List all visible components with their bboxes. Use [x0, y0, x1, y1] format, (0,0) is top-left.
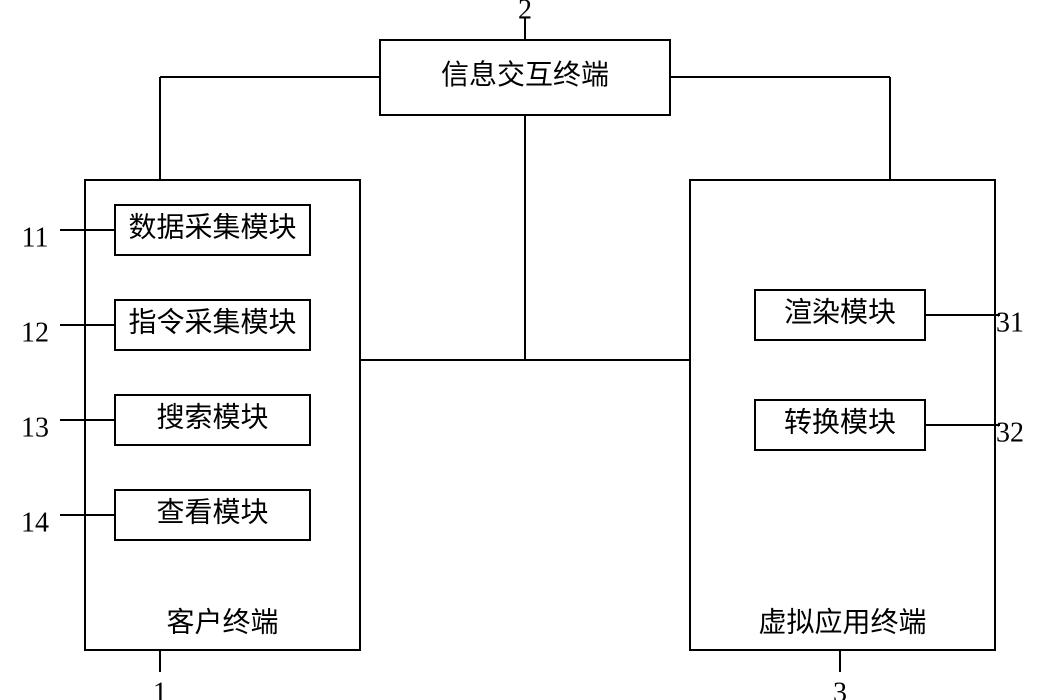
node-r31-label: 渲染模块 — [784, 296, 896, 328]
ref-l13: 13 — [21, 412, 49, 443]
ref-l14: 14 — [21, 507, 49, 538]
node-l11-label: 数据采集模块 — [128, 211, 296, 243]
node-l13-label: 搜索模块 — [156, 401, 268, 433]
ref-b3: 3 — [833, 677, 847, 700]
node-l14-label: 查看模块 — [156, 496, 268, 528]
node-r32-label: 转换模块 — [784, 406, 896, 438]
node-l12-label: 指令采集模块 — [128, 306, 296, 338]
edge-top-to-left-container — [360, 115, 525, 360]
ref-r32: 32 — [996, 417, 1024, 448]
ref-l12: 12 — [21, 317, 49, 348]
ref-t2: 2 — [518, 0, 532, 25]
node-top-label: 信息交互终端 — [441, 59, 609, 91]
diagram-canvas: 信息交互终端客户终端 虚拟应用终端 数据采集模块指令采集模块搜索模块查看模块 渲染模… — [0, 0, 1050, 700]
left-container-label: 客户终端 — [166, 606, 278, 638]
ref-r31: 31 — [996, 307, 1024, 338]
ref-l11: 11 — [22, 222, 49, 253]
right-container-label: 虚拟应用终端 — [758, 606, 926, 638]
ref-b1: 1 — [153, 677, 167, 700]
